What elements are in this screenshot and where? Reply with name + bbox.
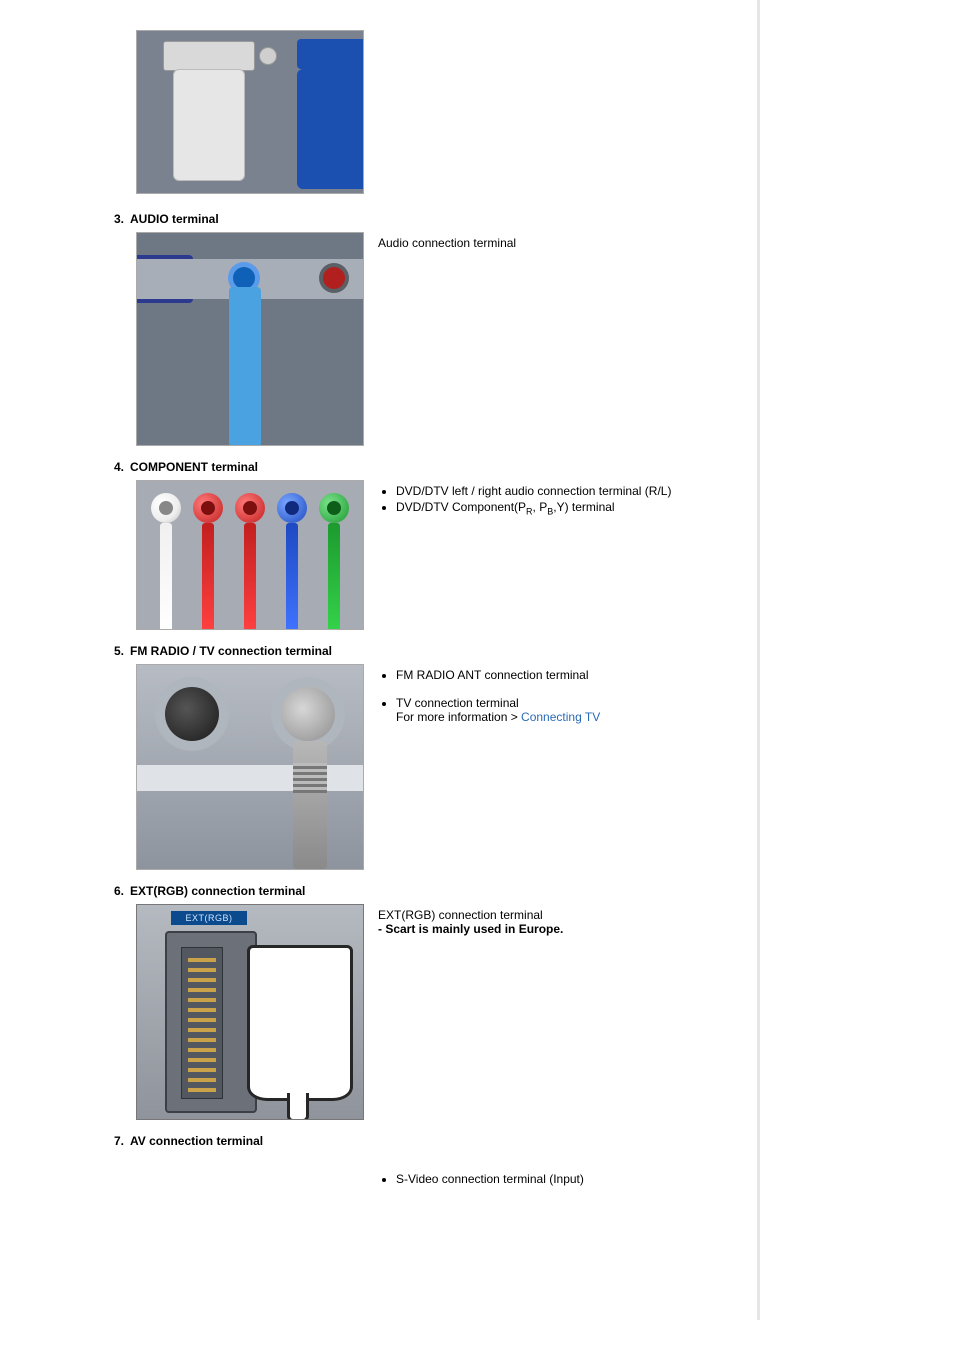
item-title: EXT(RGB) connection terminal [130, 884, 305, 898]
text: , P [533, 500, 548, 514]
item-number: 6. [100, 884, 130, 898]
text: DVD/DTV Component(P [396, 500, 526, 514]
item-body: EXT(RGB) EXT(RGB) connection terminal - … [0, 904, 757, 1120]
cable-blue [286, 523, 298, 630]
desc-list: FM RADIO ANT connection terminal TV conn… [396, 668, 757, 724]
list-item: DVD/DTV Component(PR, PB,Y) terminal [396, 500, 757, 516]
vga-body-shape [297, 69, 364, 189]
content-column: 3. AUDIO terminal Audio connection termi… [0, 0, 760, 1320]
scart-socket-shape [165, 931, 257, 1113]
ext-rgb-label: EXT(RGB) [171, 911, 247, 925]
fm-tv-terminal-image [136, 664, 364, 870]
desc-list: S-Video connection terminal (Input) [396, 1172, 757, 1186]
text: ,Y) terminal [553, 500, 614, 514]
desc-list: DVD/DTV left / right audio connection te… [396, 484, 757, 516]
scart-inner-shape [181, 947, 223, 1099]
cable-green [328, 523, 340, 630]
page: 3. AUDIO terminal Audio connection termi… [0, 0, 954, 1351]
dvi-head-shape [163, 41, 255, 71]
knob-shape [259, 47, 277, 65]
list-item: S-Video connection terminal (Input) [396, 1172, 757, 1186]
item-header: 6. EXT(RGB) connection terminal [0, 884, 757, 898]
panel-strip [137, 765, 363, 791]
item-body: DVD/DTV left / right audio connection te… [0, 480, 757, 630]
image-col [136, 30, 364, 194]
item-number: 3. [100, 212, 130, 226]
rca-blue [277, 493, 307, 523]
desc-col: EXT(RGB) connection terminal - Scart is … [364, 904, 757, 936]
desc-bold: - Scart is mainly used in Europe. [378, 922, 757, 936]
item-header: 5. FM RADIO / TV connection terminal [0, 644, 757, 658]
component-terminal-image [136, 480, 364, 630]
scart-pins-shape [188, 954, 216, 1092]
cable-white [160, 523, 172, 630]
image-col [136, 480, 364, 630]
rca-white [151, 493, 181, 523]
item-body: FM RADIO ANT connection terminal TV conn… [0, 664, 757, 870]
prev-item-image-row [0, 30, 757, 194]
item-number: 5. [100, 644, 130, 658]
image-col [136, 664, 364, 870]
connecting-tv-link[interactable]: Connecting TV [521, 710, 600, 724]
coax-fm [165, 687, 219, 741]
item-number: 7. [100, 1134, 130, 1148]
item-header: 3. AUDIO terminal [0, 212, 757, 226]
image-col [136, 232, 364, 446]
desc-col: Audio connection terminal [364, 232, 757, 250]
audio-plug-shape [229, 287, 261, 446]
item-title: AV connection terminal [130, 1134, 263, 1148]
desc-col: S-Video connection terminal (Input) [364, 1154, 757, 1188]
audio-in-jack [233, 267, 255, 289]
scart-cable-outline [287, 1093, 309, 1120]
rca-red-1 [193, 493, 223, 523]
dvi-body-shape [173, 69, 245, 181]
dvi-vga-image [136, 30, 364, 194]
rca-red-jack [323, 267, 345, 289]
vga-head-shape [297, 39, 364, 69]
text: TV connection terminal [396, 696, 519, 710]
item-body: Audio connection terminal [0, 232, 757, 446]
desc-text: Audio connection terminal [378, 236, 757, 250]
scart-plug-outline [247, 945, 353, 1101]
ext-rgb-terminal-image: EXT(RGB) [136, 904, 364, 1120]
rca-red-2 [235, 493, 265, 523]
item-7: 7. AV connection terminal S-Video connec… [0, 1134, 757, 1188]
desc-text: EXT(RGB) connection terminal [378, 908, 757, 922]
image-col: EXT(RGB) [136, 904, 364, 1120]
item-body: S-Video connection terminal (Input) [0, 1154, 757, 1188]
cable-red-1 [202, 523, 214, 630]
item-header: 7. AV connection terminal [0, 1134, 757, 1148]
item-6: 6. EXT(RGB) connection terminal EXT(RGB) [0, 884, 757, 1120]
desc-col: DVD/DTV left / right audio connection te… [364, 480, 757, 518]
item-5: 5. FM RADIO / TV connection terminal FM … [0, 644, 757, 870]
coax-tv [281, 687, 335, 741]
list-item: DVD/DTV left / right audio connection te… [396, 484, 757, 498]
item-number: 4. [100, 460, 130, 474]
item-title: FM RADIO / TV connection terminal [130, 644, 332, 658]
list-item: TV connection terminal For more informat… [396, 696, 757, 724]
rca-green [319, 493, 349, 523]
item-3: 3. AUDIO terminal Audio connection termi… [0, 212, 757, 446]
item-4: 4. COMPONENT terminal [0, 460, 757, 630]
more-info-prefix: For more information > [396, 710, 521, 724]
list-item: FM RADIO ANT connection terminal [396, 668, 757, 682]
item-header: 4. COMPONENT terminal [0, 460, 757, 474]
audio-terminal-image [136, 232, 364, 446]
cable-red-2 [244, 523, 256, 630]
item-title: COMPONENT terminal [130, 460, 258, 474]
item-title: AUDIO terminal [130, 212, 219, 226]
desc-col [364, 30, 757, 34]
desc-col: FM RADIO ANT connection terminal TV conn… [364, 664, 757, 726]
coax-connector-shape [293, 741, 327, 869]
